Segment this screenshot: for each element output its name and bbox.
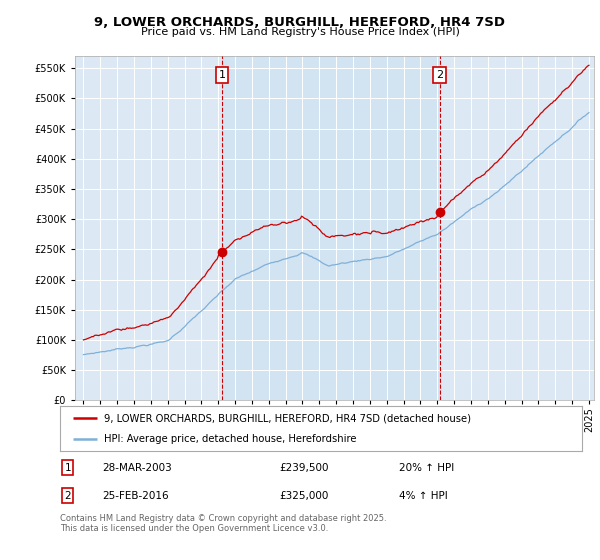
Bar bbox=[222, 56, 440, 400]
Text: 1: 1 bbox=[218, 70, 226, 80]
Text: 1: 1 bbox=[65, 463, 71, 473]
Text: 9, LOWER ORCHARDS, BURGHILL, HEREFORD, HR4 7SD (detached house): 9, LOWER ORCHARDS, BURGHILL, HEREFORD, H… bbox=[104, 413, 472, 423]
Text: 28-MAR-2003: 28-MAR-2003 bbox=[102, 463, 172, 473]
Text: 2: 2 bbox=[65, 491, 71, 501]
Text: Price paid vs. HM Land Registry's House Price Index (HPI): Price paid vs. HM Land Registry's House … bbox=[140, 27, 460, 37]
Text: 9, LOWER ORCHARDS, BURGHILL, HEREFORD, HR4 7SD: 9, LOWER ORCHARDS, BURGHILL, HEREFORD, H… bbox=[95, 16, 505, 29]
Text: 4% ↑ HPI: 4% ↑ HPI bbox=[400, 491, 448, 501]
Text: £325,000: £325,000 bbox=[279, 491, 329, 501]
Text: HPI: Average price, detached house, Herefordshire: HPI: Average price, detached house, Here… bbox=[104, 433, 357, 444]
Text: 25-FEB-2016: 25-FEB-2016 bbox=[102, 491, 169, 501]
Text: 20% ↑ HPI: 20% ↑ HPI bbox=[400, 463, 455, 473]
Text: Contains HM Land Registry data © Crown copyright and database right 2025.
This d: Contains HM Land Registry data © Crown c… bbox=[60, 514, 386, 534]
Text: £239,500: £239,500 bbox=[279, 463, 329, 473]
Text: 2: 2 bbox=[436, 70, 443, 80]
